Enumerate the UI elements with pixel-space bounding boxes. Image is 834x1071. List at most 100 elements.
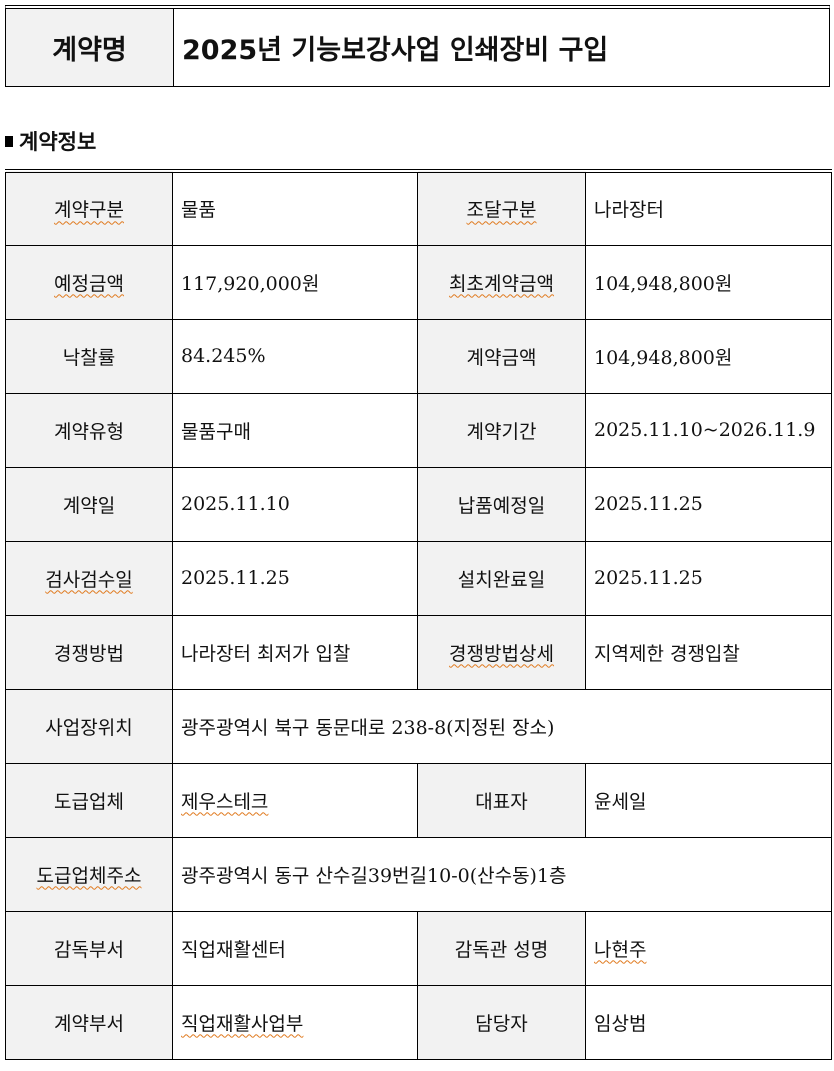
table-row: 계약유형 물품구매 계약기간 2025.11.10~2026.11.9 <box>5 392 832 468</box>
field-value-text: 2025.11.25 <box>594 493 703 515</box>
field-value-text: 광주광역시 북구 동문대로 238-8(지정된 장소) <box>181 716 555 739</box>
field-value-text: 나라장터 최저가 입찰 <box>181 642 351 665</box>
field-value: 2025.11.10~2026.11.9 <box>585 392 832 468</box>
field-label-text: 계약금액 <box>466 346 537 369</box>
field-label: 계약유형 <box>5 392 173 468</box>
field-label-text: 계약일 <box>62 494 116 517</box>
field-value-text: 2025.11.25 <box>594 567 703 589</box>
table-row: 예정금액 117,920,000원 최초계약금액 104,948,800원 <box>5 244 832 320</box>
field-label: 계약부서 <box>5 984 173 1060</box>
contract-name-label: 계약명 <box>6 9 174 86</box>
field-value: 제우스테크 <box>172 762 418 838</box>
table-row: 계약부서 직업재활사업부 담당자 임상범 <box>5 984 832 1060</box>
field-value: 나현주 <box>585 910 832 986</box>
field-value-text: 84.245% <box>181 345 266 367</box>
field-value: 117,920,000원 <box>172 244 418 320</box>
field-value: 104,948,800원 <box>585 318 832 394</box>
field-label: 대표자 <box>417 762 586 838</box>
field-label: 최초계약금액 <box>417 244 586 320</box>
table-row: 도급업체 제우스테크 대표자 윤세일 <box>5 762 832 838</box>
field-value: 광주광역시 동구 산수길39번길10-0(산수동)1층 <box>172 836 832 912</box>
field-label-text: 조달구분 <box>466 199 537 222</box>
field-value-text: 2025.11.25 <box>181 567 290 589</box>
field-value: 직업재활사업부 <box>172 984 418 1060</box>
contract-name-box: 계약명 2025년 기능보강사업 인쇄장비 구입 <box>5 5 830 87</box>
field-label: 도급업체 <box>5 762 173 838</box>
field-value-text: 물품구매 <box>181 420 251 443</box>
field-value-text: 윤세일 <box>594 790 647 813</box>
table-row: 감독부서 직업재활센터 감독관 성명 나현주 <box>5 910 832 986</box>
field-value-text: 제우스테크 <box>181 790 269 813</box>
field-value: 나라장터 최저가 입찰 <box>172 614 418 690</box>
field-label-text: 경쟁방법상세 <box>449 642 554 665</box>
field-value: 2025.11.25 <box>585 540 832 616</box>
section-title: 계약정보 <box>19 130 97 154</box>
field-label-text: 경쟁방법 <box>54 642 124 665</box>
field-value-text: 2025.11.10 <box>181 493 290 515</box>
field-label-text: 예정금액 <box>54 272 124 295</box>
field-label-text: 납품예정일 <box>457 494 546 517</box>
field-value: 104,948,800원 <box>585 244 832 320</box>
field-value: 임상범 <box>585 984 832 1060</box>
field-value: 윤세일 <box>585 762 832 838</box>
field-value: 2025.11.25 <box>585 466 832 542</box>
field-label: 도급업체주소 <box>5 836 173 912</box>
field-value-text: 나현주 <box>594 938 647 961</box>
table-row: 경쟁방법 나라장터 최저가 입찰 경쟁방법상세 지역제한 경쟁입찰 <box>5 614 832 690</box>
field-label: 경쟁방법 <box>5 614 173 690</box>
field-label: 계약금액 <box>417 318 586 394</box>
field-value: 물품 <box>172 170 418 246</box>
field-label: 경쟁방법상세 <box>417 614 586 690</box>
field-value: 84.245% <box>172 318 418 394</box>
field-value: 물품구매 <box>172 392 418 468</box>
field-label-text: 감독부서 <box>54 938 124 961</box>
field-label: 감독관 성명 <box>417 910 586 986</box>
field-label: 낙찰률 <box>5 318 173 394</box>
field-value-text: 117,920,000원 <box>181 272 320 295</box>
field-label-text: 계약부서 <box>54 1012 124 1035</box>
field-value: 지역제한 경쟁입찰 <box>585 614 832 690</box>
field-value-text: 직업재활사업부 <box>181 1012 304 1035</box>
field-label: 사업장위치 <box>5 688 173 764</box>
field-label-text: 설치완료일 <box>457 568 546 591</box>
field-value: 2025.11.25 <box>172 540 418 616</box>
field-value: 2025.11.10 <box>172 466 418 542</box>
field-label: 계약기간 <box>417 392 586 468</box>
field-label-text: 계약기간 <box>466 420 537 443</box>
field-label-text: 대표자 <box>475 790 528 813</box>
contract-name-value: 2025년 기능보강사업 인쇄장비 구입 <box>182 35 609 66</box>
field-label-text: 사업장위치 <box>45 716 133 739</box>
field-value-text: 광주광역시 동구 산수길39번길10-0(산수동)1층 <box>181 864 567 887</box>
section-heading: 계약정보 <box>5 126 96 156</box>
field-value-text: 2025.11.10~2026.11.9 <box>594 419 816 441</box>
field-label: 설치완료일 <box>417 540 586 616</box>
field-label: 계약구분 <box>5 170 173 246</box>
field-label-text: 담당자 <box>475 1012 528 1035</box>
field-label-text: 도급업체주소 <box>36 864 142 887</box>
field-value-text: 나라장터 <box>594 199 664 222</box>
field-label: 담당자 <box>417 984 586 1060</box>
field-value: 나라장터 <box>585 170 832 246</box>
field-value-text: 104,948,800원 <box>594 346 733 369</box>
field-value-text: 지역제한 경쟁입찰 <box>594 642 740 665</box>
table-row: 사업장위치 광주광역시 북구 동문대로 238-8(지정된 장소) <box>5 688 832 764</box>
field-value-text: 임상범 <box>594 1012 647 1035</box>
field-label: 계약일 <box>5 466 173 542</box>
field-value-text: 직업재활센터 <box>181 938 286 961</box>
field-label-text: 감독관 성명 <box>454 938 549 961</box>
square-bullet-icon <box>5 135 13 147</box>
field-label-text: 최초계약금액 <box>449 272 554 295</box>
field-value: 직업재활센터 <box>172 910 418 986</box>
field-label: 검사검수일 <box>5 540 173 616</box>
table-row: 계약일 2025.11.10 납품예정일 2025.11.25 <box>5 466 832 542</box>
field-label: 조달구분 <box>417 170 586 246</box>
field-label-text: 검사검수일 <box>45 568 133 591</box>
field-value-text: 104,948,800원 <box>594 272 733 295</box>
field-label: 납품예정일 <box>417 466 586 542</box>
table-row: 낙찰률 84.245% 계약금액 104,948,800원 <box>5 318 832 394</box>
table-row: 검사검수일 2025.11.25 설치완료일 2025.11.25 <box>5 540 832 616</box>
field-label-text: 계약유형 <box>54 420 124 443</box>
field-label: 감독부서 <box>5 910 173 986</box>
field-label-text: 낙찰률 <box>62 346 116 369</box>
